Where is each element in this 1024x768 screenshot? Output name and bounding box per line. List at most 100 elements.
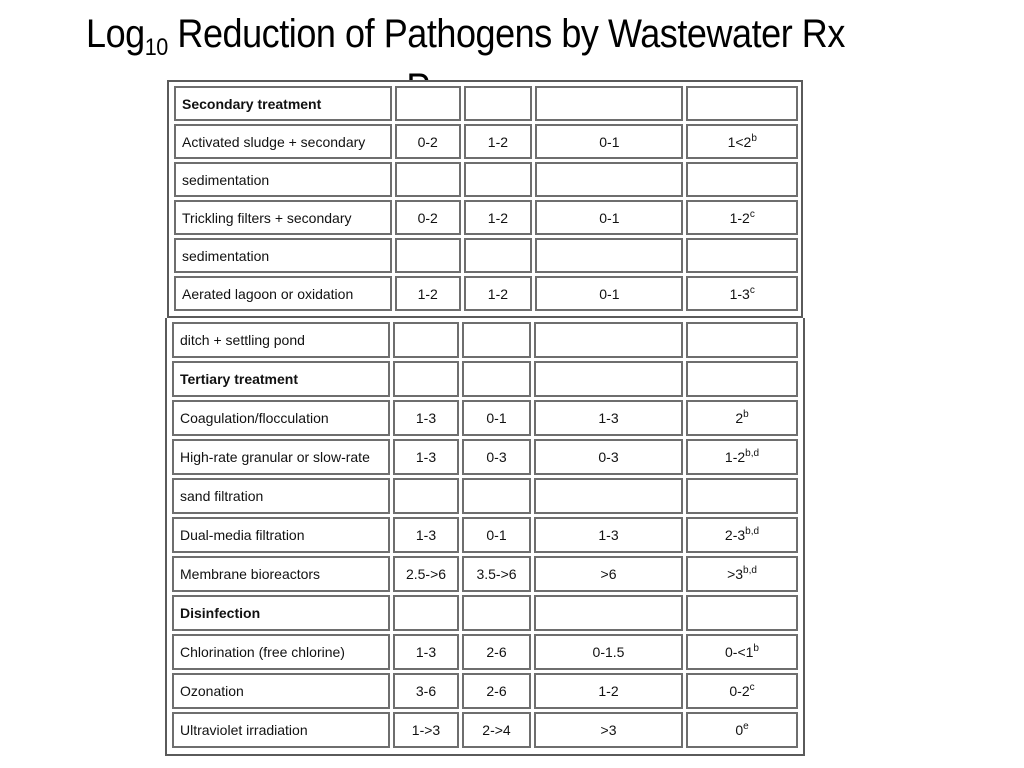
table-cell (686, 86, 798, 121)
section-label: Secondary treatment (174, 86, 392, 121)
table-cell: >6 (534, 556, 683, 592)
cell-value: 1-2 (487, 285, 509, 302)
row-label: High-rate granular or slow-rate (172, 439, 390, 475)
pathogen-table-top: Secondary treatment Activated sludge + se… (167, 80, 803, 318)
row-label: Membrane bioreactors (172, 556, 390, 592)
title-prefix: Log (86, 12, 145, 56)
footnote-marker: c (749, 284, 755, 296)
row-label: ditch + settling pond (172, 322, 390, 358)
cell-value: 0-2 (417, 133, 438, 150)
cell-value: 1-2 (724, 449, 746, 465)
table-row: Aerated lagoon or oxidation 1-2 1-2 0-1 1-3c (174, 276, 798, 311)
table-row: Chlorination (free chlorine) 1-3 2-6 0-1.5 0… (172, 634, 798, 670)
cell-value: 1-2 (487, 133, 509, 150)
table-cell (534, 478, 683, 514)
table-cell: 0-1.5 (534, 634, 683, 670)
table-cell (686, 238, 798, 273)
table-row: Membrane bioreactors 2.5->6 3.5->6 >6 >3b,d (172, 556, 798, 592)
table-cell: 1-3 (393, 634, 459, 670)
table-cell: 1-2 (534, 673, 683, 709)
table-cell: 1-2c (686, 200, 798, 235)
cell-value: 1<2 (727, 133, 752, 150)
footnote-marker: b,d (743, 565, 757, 576)
table-cell: 1-2 (394, 276, 461, 311)
cell-value: 0 (735, 722, 744, 738)
table-cell: 0-3 (462, 439, 531, 475)
table-cell: 0-<1b (686, 634, 798, 670)
table-cell: 0-1 (462, 400, 531, 436)
table-cell: 2b (686, 400, 798, 436)
table-cell (686, 162, 798, 197)
cell-value: 0-2 (729, 683, 750, 699)
table-cell (535, 162, 684, 197)
table-cell (463, 238, 533, 273)
table-row: sedimentation (174, 238, 798, 273)
table-row: ditch + settling pond (172, 322, 798, 358)
cell-value: 0-1 (599, 209, 620, 226)
table-cell: >3b,d (686, 556, 798, 592)
table-cell (686, 322, 798, 358)
table-cell: 1-3c (686, 276, 798, 311)
table-row: sedimentation (174, 162, 798, 197)
cell-value: 0-3 (598, 449, 619, 465)
table-row: Coagulation/flocculation 1-3 0-1 1-3 2b (172, 400, 798, 436)
section-header-row: Secondary treatment (174, 86, 798, 121)
cell-value: 1->3 (411, 722, 441, 738)
table-cell: 1-2b,d (686, 439, 798, 475)
cell-value: 2-3 (724, 527, 746, 543)
cell-value: 2->4 (482, 722, 511, 738)
row-label: sedimentation (174, 162, 392, 197)
table-cell (534, 322, 683, 358)
table-cell: 0-1 (535, 276, 684, 311)
row-label: sedimentation (174, 238, 392, 273)
table-row: sand filtration (172, 478, 798, 514)
table-cell: 0-2 (394, 124, 461, 159)
cell-value: 3.5->6 (476, 566, 517, 582)
cell-value: 0-<1 (725, 644, 754, 660)
footnote-marker: e (743, 721, 749, 732)
cell-value: 1-3 (598, 410, 619, 426)
title-text: Reduction of Pathogens by Wastewater Rx (167, 12, 845, 56)
row-label: Ultraviolet irradiation (172, 712, 390, 748)
table-cell (462, 478, 531, 514)
cell-value: 1-2 (598, 683, 619, 699)
footnote-marker: c (749, 208, 755, 220)
table-row: Dual-media filtration 1-3 0-1 1-3 2-3b,d (172, 517, 798, 553)
table-row: Ultraviolet irradiation 1->3 2->4 >3 0e (172, 712, 798, 748)
footnote-marker: b,d (745, 526, 760, 537)
footnote-marker: b,d (745, 448, 760, 459)
cell-value: 1-2 (729, 209, 750, 226)
table-cell: 1-2 (463, 124, 533, 159)
table-cell: 1-3 (534, 517, 683, 553)
table-cell (534, 595, 683, 631)
table-cell: 0-1 (535, 124, 684, 159)
table-cell: >3 (534, 712, 683, 748)
row-label: Chlorination (free chlorine) (172, 634, 390, 670)
table-cell: 1-2 (463, 200, 533, 235)
table-cell (394, 162, 461, 197)
table-top: Secondary treatment Activated sludge + se… (171, 83, 801, 314)
table-cell (393, 478, 459, 514)
cell-value: >3 (727, 566, 744, 582)
table-cell (394, 238, 461, 273)
cell-value: 1-3 (415, 449, 437, 465)
cell-value: 2-6 (486, 683, 507, 699)
table-cell: 1-2 (463, 276, 533, 311)
table-cell (394, 86, 461, 121)
table-cell: 2-3b,d (686, 517, 798, 553)
table-cell (535, 238, 684, 273)
table-row: High-rate granular or slow-rate 1-3 0-3 0-3… (172, 439, 798, 475)
section-label: Disinfection (172, 595, 390, 631)
table-cell: 3-6 (393, 673, 459, 709)
table-row: Ozonation 3-6 2-6 1-2 0-2c (172, 673, 798, 709)
table-cell: 2-6 (462, 673, 531, 709)
cell-value: 2.5->6 (405, 566, 447, 582)
cell-value: 2 (735, 410, 744, 426)
table-row: Activated sludge + secondary 0-2 1-2 0-1 1<2… (174, 124, 798, 159)
table-cell: 1<2b (686, 124, 798, 159)
table-cell: 0e (686, 712, 798, 748)
table-cell (393, 595, 459, 631)
cell-value: 0-3 (486, 449, 507, 465)
table-cell (534, 361, 683, 397)
footnote-marker: b (753, 643, 759, 654)
